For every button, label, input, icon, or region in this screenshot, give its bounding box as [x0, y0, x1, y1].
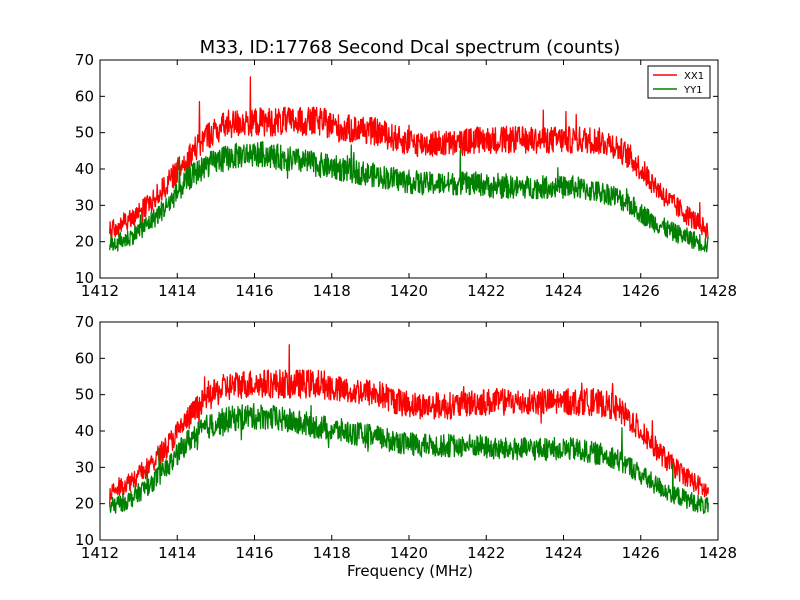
y-tick-label: 70 — [75, 51, 94, 69]
y-tick-label: 20 — [75, 233, 94, 251]
x-tick-label: 1412 — [81, 282, 119, 300]
y-tick-label: 10 — [75, 531, 94, 549]
top-spectrum-panel: 1412 1414 1416 1418 1420 1422 1424 1426 1428 10 20… — [75, 51, 737, 300]
x-tick-label: 1424 — [544, 282, 582, 300]
x-tick-label: 1424 — [544, 544, 582, 562]
y-tick-label: 50 — [75, 124, 94, 142]
series-group — [109, 344, 709, 515]
bottom-spectrum-panel: 1412 1414 1416 1418 1420 1422 1424 1426 1428 10 20… — [75, 313, 737, 562]
y-tick-label: 20 — [75, 495, 94, 513]
x-tick-label: 1412 — [81, 544, 119, 562]
x-tick-label: 1416 — [235, 282, 273, 300]
x-tick-label: 1418 — [313, 544, 351, 562]
legend-box — [647, 65, 711, 99]
x-tick-label: 1422 — [467, 282, 505, 300]
y-tick-label: 50 — [75, 386, 94, 404]
x-tick-label: 1414 — [158, 544, 196, 562]
legend-label-xx1: XX1 — [684, 71, 704, 82]
x-tick-label: 1420 — [390, 282, 428, 300]
y-tick-label: 40 — [75, 160, 94, 178]
x-tick-label: 1426 — [622, 544, 660, 562]
x-tick-label: 1416 — [235, 544, 273, 562]
series-line-series-1 — [109, 402, 709, 515]
x-tick-label: 1428 — [699, 282, 737, 300]
x-tick-label: 1420 — [390, 544, 428, 562]
y-tick-label: 30 — [75, 196, 94, 214]
y-tick-label: 70 — [75, 313, 94, 331]
axes-frame — [99, 321, 719, 541]
chart-title: M33, ID:17768 Second Dcal spectrum (coun… — [200, 37, 621, 58]
x-tick-label: 1426 — [622, 282, 660, 300]
legend-label-yy1: YY1 — [683, 85, 703, 96]
y-tick-label: 10 — [75, 269, 94, 287]
x-tick-label: 1428 — [699, 544, 737, 562]
x-axis-label: Frequency (MHz) — [347, 562, 473, 580]
x-tick-label: 1414 — [158, 282, 196, 300]
y-tick-label: 60 — [75, 349, 94, 367]
series-line-xx1 — [109, 76, 709, 239]
y-tick-label: 60 — [75, 87, 94, 105]
y-tick-label: 40 — [75, 422, 94, 440]
x-tick-label: 1418 — [313, 282, 351, 300]
y-tick-label: 30 — [75, 458, 94, 476]
x-tick-label: 1422 — [467, 544, 505, 562]
series-group — [109, 76, 709, 253]
series-line-yy1 — [109, 141, 709, 253]
series-line-series-0 — [109, 344, 709, 506]
